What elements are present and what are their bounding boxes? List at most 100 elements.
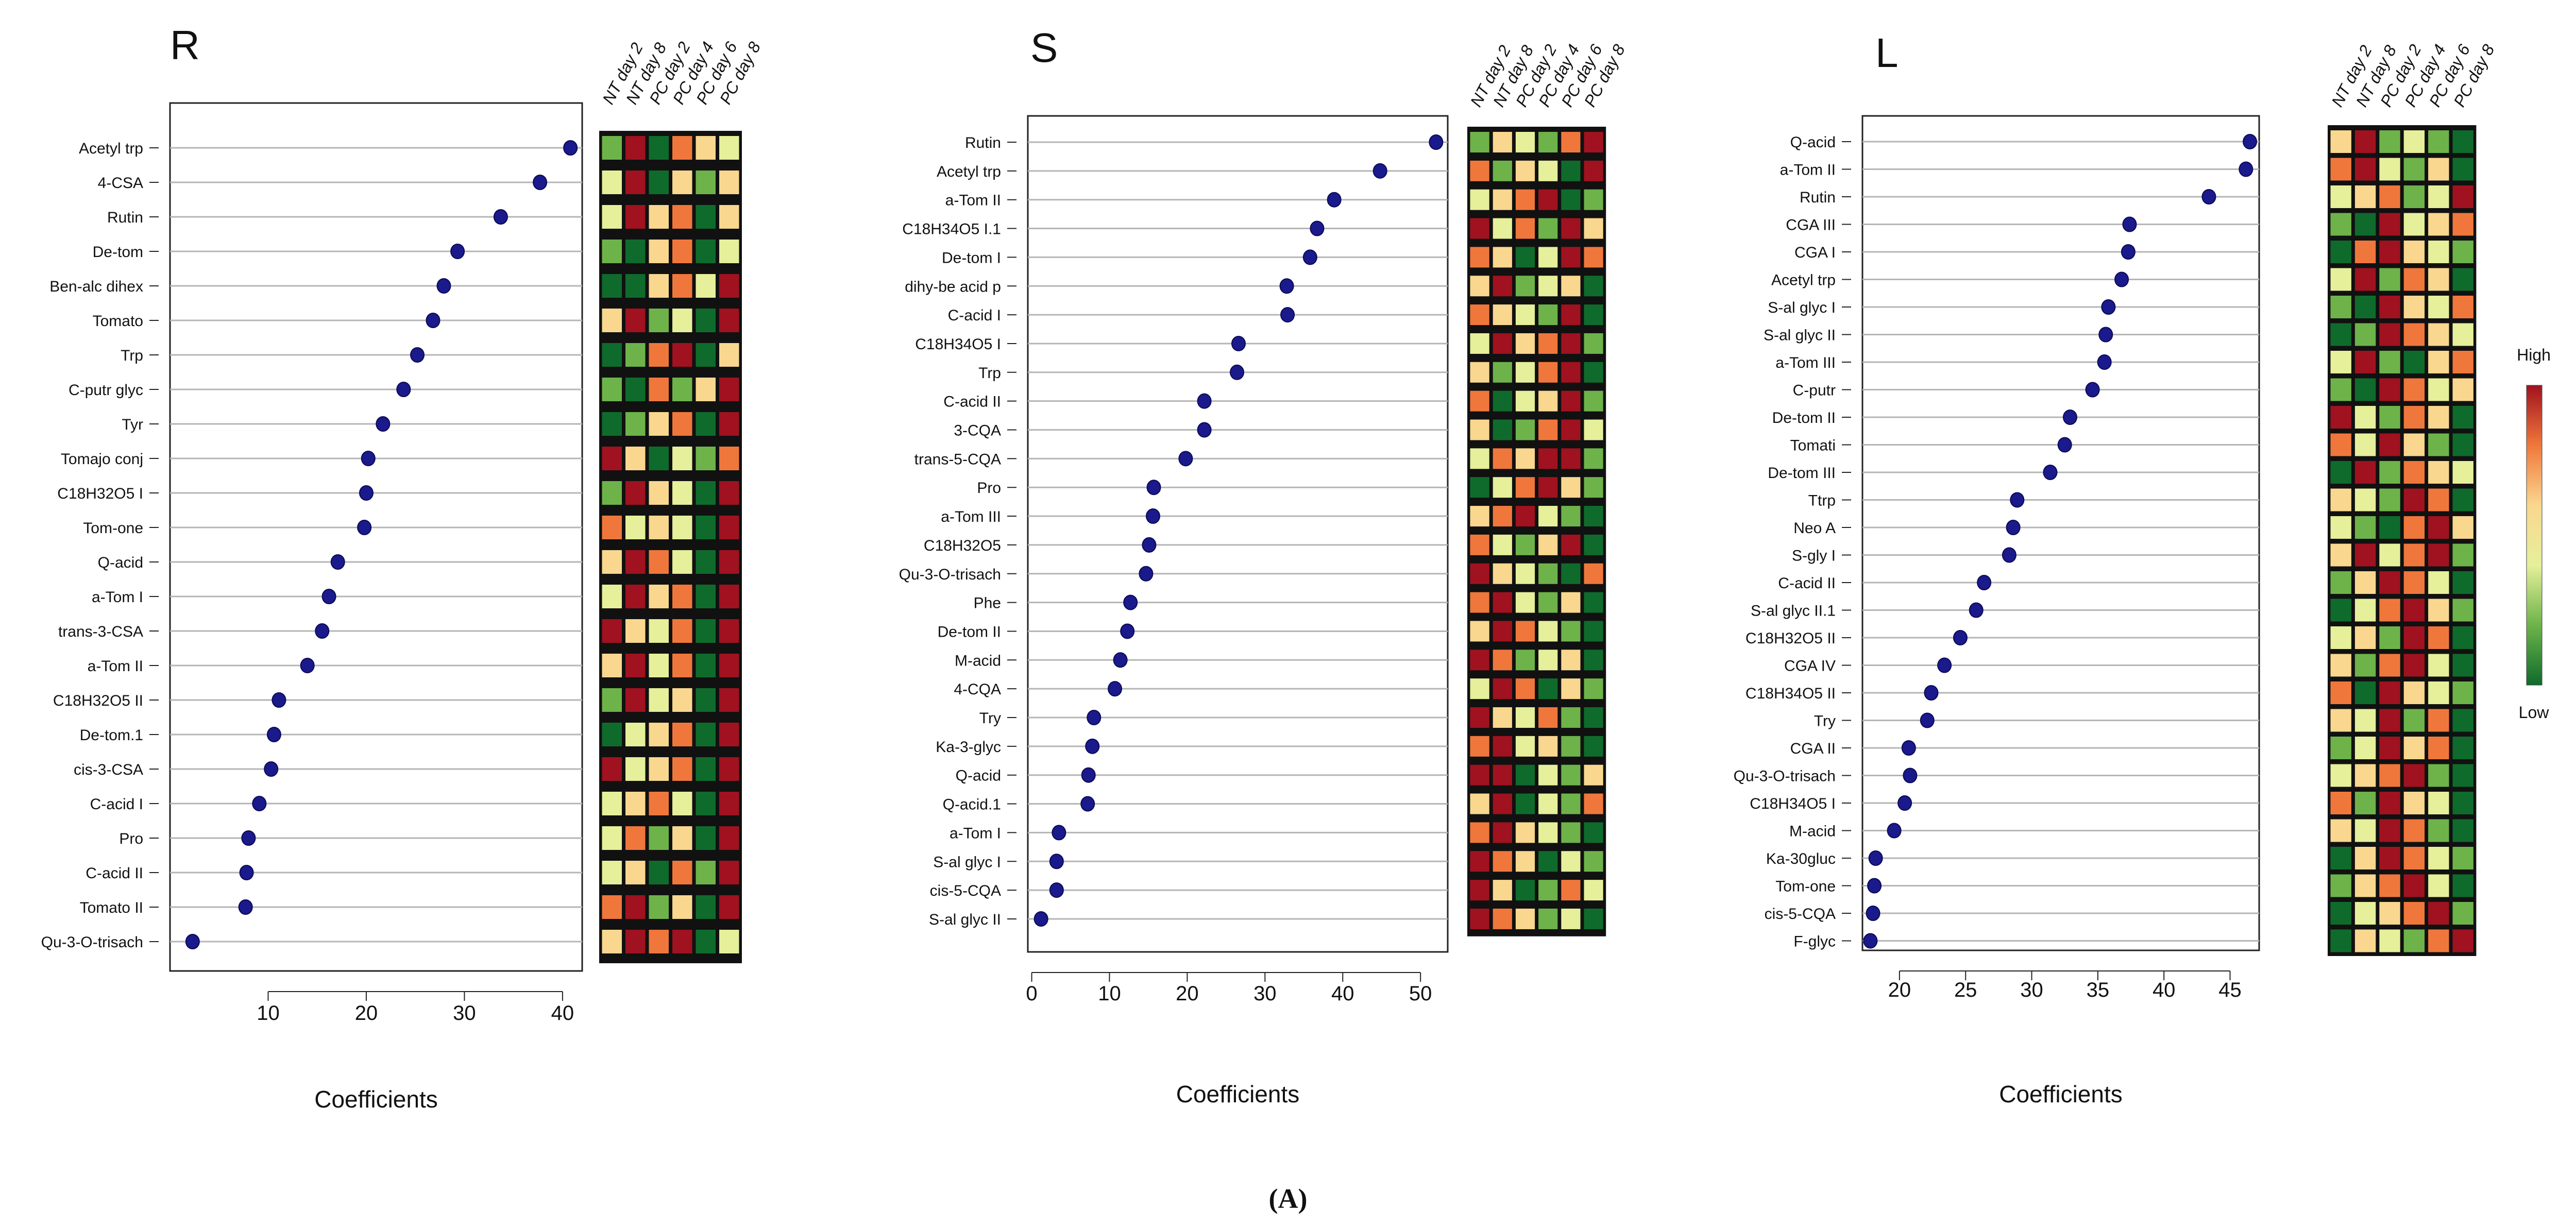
- heatmap-cell: [2402, 846, 2426, 871]
- row-label: trans-5-CQA: [914, 451, 1001, 468]
- heatmap-cell: [2402, 570, 2426, 595]
- heatmap-cell: [718, 377, 740, 402]
- heatmap-cell: [2451, 680, 2475, 705]
- heatmap-cell: [1583, 649, 1604, 672]
- heatmap-cell: [601, 549, 623, 575]
- heatmap-cell: [624, 653, 647, 678]
- panel-title: R: [170, 22, 200, 68]
- heatmap-cell: [1492, 217, 1513, 240]
- row-label: Rutin: [965, 134, 1001, 151]
- row-label: CGA IV: [1784, 658, 1836, 675]
- heatmap-cell: [2329, 928, 2352, 953]
- heatmap-cell: [648, 722, 670, 747]
- heatmap-cell: [2402, 818, 2426, 843]
- heatmap-cell: [2353, 873, 2377, 898]
- heatmap-cell: [671, 894, 693, 920]
- heatmap-cell: [2329, 625, 2352, 650]
- heatmap-cell: [2451, 377, 2475, 402]
- data-point: [396, 382, 411, 397]
- heatmap-cell: [1560, 821, 1582, 844]
- data-point: [359, 485, 374, 501]
- row-label: dihy-be acid p: [905, 278, 1001, 295]
- heatmap-cell: [2353, 763, 2377, 788]
- heatmap-cell: [2451, 515, 2475, 540]
- heatmap-cell: [718, 515, 740, 540]
- row-label: Ka-3-glyc: [936, 739, 1001, 756]
- data-point: [300, 658, 315, 673]
- heatmap-cell: [694, 446, 717, 471]
- x-tick-label: 30: [2020, 979, 2043, 1001]
- heatmap-cell: [671, 273, 693, 299]
- plot-frame: [169, 102, 583, 972]
- row-label: C-acid II: [1778, 575, 1836, 592]
- heatmap-cell: [648, 377, 670, 402]
- row-label: Pro: [977, 480, 1001, 497]
- data-point: [1868, 850, 1883, 866]
- heatmap-cell: [1537, 505, 1559, 528]
- heatmap-cell: [2378, 818, 2401, 843]
- heatmap-cell: [1537, 447, 1559, 470]
- data-point: [1108, 681, 1123, 697]
- heatmap-cell: [1583, 792, 1604, 815]
- row-label: 3-CQA: [954, 422, 1001, 439]
- heatmap-cell: [2329, 350, 2352, 374]
- data-point: [2121, 244, 2136, 260]
- heatmap-cell: [1583, 361, 1604, 384]
- heatmap-cell: [1560, 275, 1582, 298]
- heatmap-cell: [1469, 706, 1490, 729]
- heatmap-cell: [2329, 405, 2352, 430]
- heatmap-cell: [694, 618, 717, 644]
- heatmap-cell: [2378, 873, 2401, 898]
- heatmap-cell: [648, 169, 670, 195]
- row-label: a-Tom III: [941, 508, 1001, 525]
- row-label: Q-acid.1: [943, 796, 1001, 813]
- heatmap-cell: [1583, 533, 1604, 556]
- heatmap-cell: [1469, 159, 1490, 182]
- heatmap-cell: [2353, 322, 2377, 347]
- plot-frame: [1027, 115, 1449, 953]
- heatmap-cell: [601, 894, 623, 920]
- heatmap-cell: [1492, 620, 1513, 643]
- row-label: CGA III: [1786, 217, 1836, 234]
- heatmap-cell: [624, 411, 647, 437]
- data-point: [1080, 796, 1095, 812]
- row-label: Trp: [121, 347, 143, 364]
- heatmap-cell: [1492, 418, 1513, 441]
- heatmap-cell: [1537, 792, 1559, 815]
- x-tick-label: 20: [1176, 982, 1199, 1005]
- heatmap-cell: [648, 515, 670, 540]
- heatmap-cell: [601, 515, 623, 540]
- heatmap-cell: [1537, 763, 1559, 787]
- heatmap-cell: [2427, 680, 2450, 705]
- heatmap-cell: [671, 342, 693, 368]
- data-point: [2239, 161, 2253, 177]
- heatmap-cell: [694, 549, 717, 575]
- row-label: De-tom II: [938, 623, 1001, 640]
- row-label: C-acid I: [90, 796, 143, 813]
- heatmap-cell: [648, 929, 670, 954]
- data-point: [1867, 878, 1882, 894]
- heatmap-cell: [694, 273, 717, 299]
- heatmap-cell: [2451, 460, 2475, 485]
- heatmap-cell: [601, 791, 623, 816]
- heatmap-cell: [2451, 570, 2475, 595]
- x-axis-title: Coefficients: [1176, 1081, 1300, 1107]
- heatmap-cell: [1537, 476, 1559, 499]
- heatmap-cell: [1514, 447, 1536, 470]
- data-point: [1229, 364, 1244, 380]
- heatmap-cell: [2378, 157, 2401, 182]
- data-point: [1197, 422, 1212, 438]
- heatmap-cell: [1537, 620, 1559, 643]
- heatmap-cell: [1583, 188, 1604, 211]
- heatmap-cell: [1537, 706, 1559, 729]
- heatmap-cell: [624, 687, 647, 713]
- heatmap-cell: [648, 411, 670, 437]
- data-point: [2122, 216, 2137, 232]
- heatmap-cell: [2329, 377, 2352, 402]
- heatmap-cell: [2451, 350, 2475, 374]
- heatmap-cell: [1560, 246, 1582, 269]
- heatmap-cell: [2427, 598, 2450, 623]
- data-point: [1310, 220, 1325, 236]
- heatmap-cell: [2427, 708, 2450, 733]
- heatmap-cell: [1492, 706, 1513, 729]
